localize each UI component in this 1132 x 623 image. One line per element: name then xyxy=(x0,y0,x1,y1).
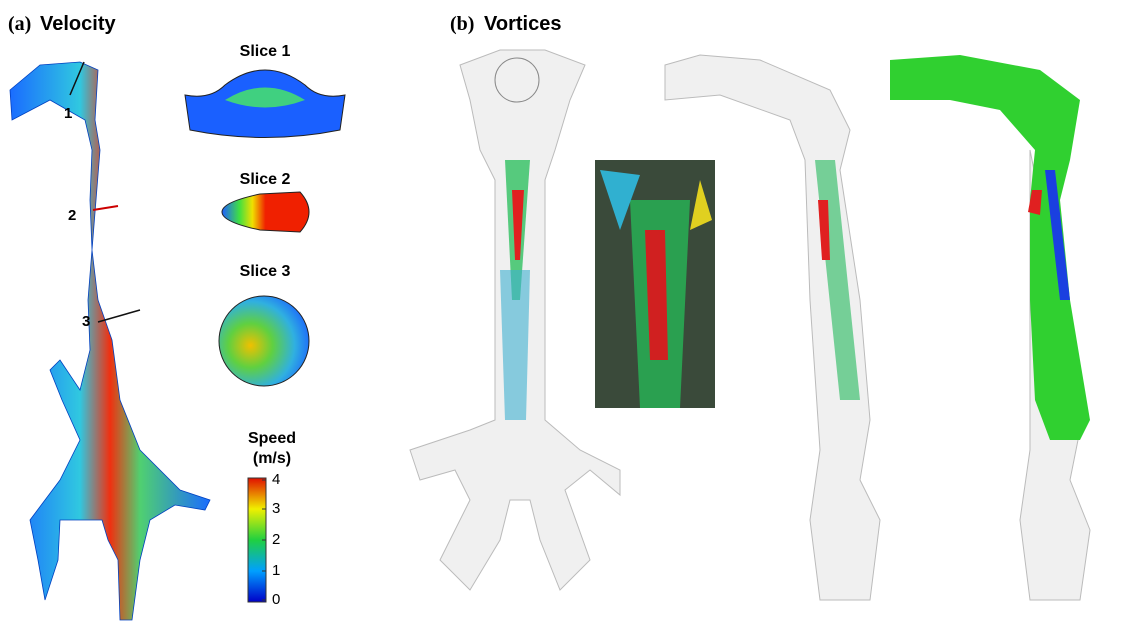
slice-marker: 2 xyxy=(68,207,76,224)
velocity-airway xyxy=(10,62,210,620)
panel-letter: (a) xyxy=(8,13,31,35)
colorbar-tick-label: 2 xyxy=(272,531,280,548)
panel-title: Vortices xyxy=(484,13,561,35)
slice-title: Slice 1 xyxy=(240,43,291,60)
colorbar-tick-label: 4 xyxy=(272,471,280,488)
figure: (a) Velocity (b) Vortices 1 2 3 Slice 1 … xyxy=(0,0,1132,623)
vorticity-slice xyxy=(890,55,1090,600)
slice-marker: 1 xyxy=(64,105,72,122)
slice-title: Slice 3 xyxy=(240,263,291,280)
colorbar-tick-label: 3 xyxy=(272,500,280,517)
vortex-front xyxy=(410,50,620,590)
colorbar-tick-label: 0 xyxy=(272,591,280,608)
slice-3 xyxy=(219,296,309,386)
panel-title: Velocity xyxy=(40,13,116,35)
slice-marker: 3 xyxy=(82,313,90,330)
colorbar-title: (m/s) xyxy=(253,450,291,467)
vortex-zoom xyxy=(595,160,715,408)
slice-title: Slice 2 xyxy=(240,171,291,188)
panel-letter: (b) xyxy=(450,13,474,35)
colorbar-title: Speed xyxy=(248,430,296,447)
slice-2 xyxy=(222,192,309,232)
colorbar-tick-label: 1 xyxy=(272,562,280,579)
